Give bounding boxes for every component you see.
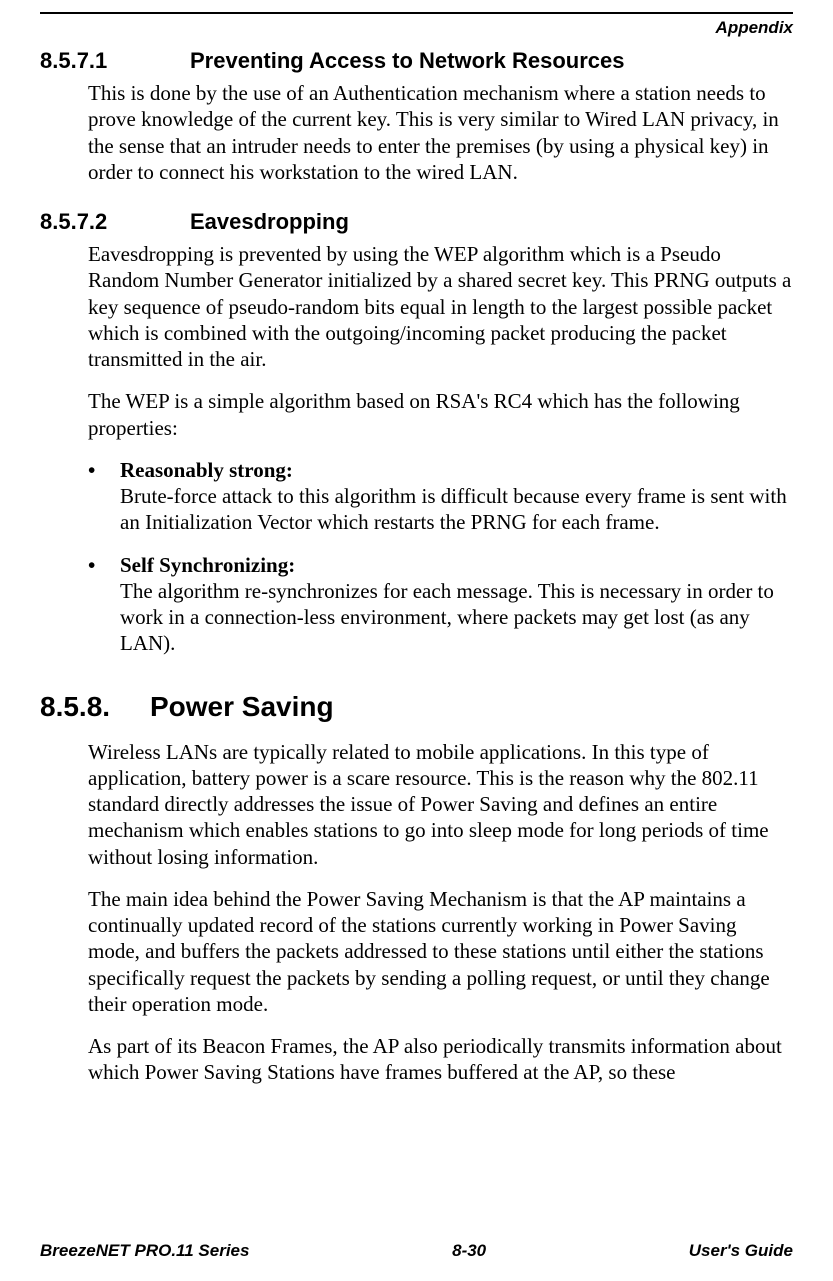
heading-number: 8.5.8.: [40, 691, 150, 723]
paragraph: The WEP is a simple algorithm based on R…: [88, 388, 793, 441]
list-item-body: Brute-force attack to this algorithm is …: [120, 484, 787, 534]
paragraph: Wireless LANs are typically related to m…: [88, 739, 793, 870]
top-rule: [40, 12, 793, 14]
list-item: Reasonably strong: Brute-force attack to…: [88, 457, 793, 536]
heading-title: Power Saving: [150, 691, 334, 722]
list-item-body: The algorithm re-synchronizes for each m…: [120, 579, 774, 656]
paragraph: This is done by the use of an Authentica…: [88, 80, 793, 185]
footer: BreezeNET PRO.11 Series 8-30 User's Guid…: [40, 1241, 793, 1261]
header-appendix-label: Appendix: [40, 18, 793, 38]
footer-right: User's Guide: [689, 1241, 793, 1261]
paragraph: Eavesdropping is prevented by using the …: [88, 241, 793, 372]
list-item-title: Reasonably strong:: [120, 458, 293, 482]
heading-8-5-8: 8.5.8.Power Saving: [40, 691, 793, 723]
list-item: Self Synchronizing: The algorithm re-syn…: [88, 552, 793, 657]
footer-center: 8-30: [452, 1241, 486, 1261]
property-list: Reasonably strong: Brute-force attack to…: [88, 457, 793, 657]
paragraph: The main idea behind the Power Saving Me…: [88, 886, 793, 1017]
heading-8-5-7-2: 8.5.7.2Eavesdropping: [40, 209, 793, 235]
heading-number: 8.5.7.2: [40, 209, 190, 235]
heading-title: Preventing Access to Network Resources: [190, 48, 624, 73]
list-item-title: Self Synchronizing:: [120, 553, 295, 577]
heading-8-5-7-1: 8.5.7.1Preventing Access to Network Reso…: [40, 48, 793, 74]
heading-title: Eavesdropping: [190, 209, 349, 234]
heading-number: 8.5.7.1: [40, 48, 190, 74]
footer-left: BreezeNET PRO.11 Series: [40, 1241, 249, 1261]
paragraph: As part of its Beacon Frames, the AP als…: [88, 1033, 793, 1086]
